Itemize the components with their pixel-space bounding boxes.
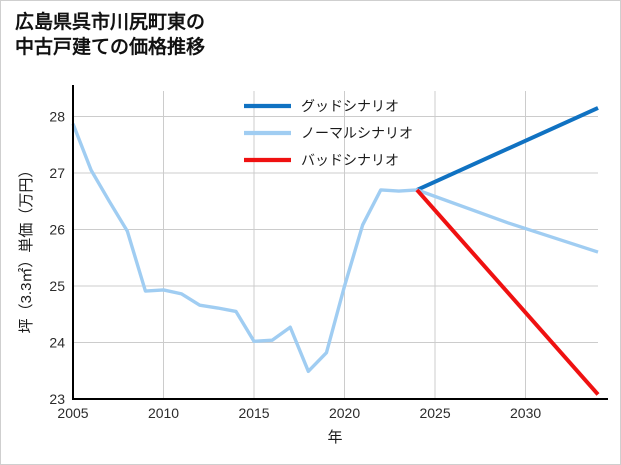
x-axis-title: 年 bbox=[327, 429, 342, 446]
x-tick-label: 2020 bbox=[329, 405, 360, 421]
x-tick-label: 2015 bbox=[238, 405, 269, 421]
y-tick-label: 23 bbox=[49, 391, 65, 407]
data-series-group bbox=[71, 106, 600, 396]
x-tick-label: 2030 bbox=[510, 405, 541, 421]
y-tick-label: 27 bbox=[49, 165, 65, 181]
series-line-バッドシナリオ bbox=[415, 188, 600, 396]
axes-group bbox=[71, 85, 608, 401]
legend-label: グッドシナリオ bbox=[301, 98, 399, 114]
series-line-グッドシナリオ bbox=[416, 106, 599, 192]
legend-label: バッドシナリオ bbox=[301, 152, 399, 168]
x-tick-labels: 2005 2010 2015 2020 2025 2030 bbox=[57, 405, 541, 421]
y-axis-title: 坪（3.3㎡）単価（万円） bbox=[18, 163, 35, 334]
y-tick-label: 28 bbox=[49, 108, 65, 124]
x-tick-label: 2010 bbox=[148, 405, 179, 421]
series-line-ノーマルシナリオ bbox=[71, 123, 599, 374]
x-tick-label: 2005 bbox=[57, 405, 88, 421]
legend-label: ノーマルシナリオ bbox=[301, 125, 413, 141]
y-tick-label: 26 bbox=[49, 221, 65, 237]
y-tick-labels: 23 24 25 26 27 28 bbox=[49, 108, 65, 407]
x-tick-label: 2025 bbox=[419, 405, 450, 421]
y-tick-label: 24 bbox=[49, 334, 65, 350]
y-tick-label: 25 bbox=[49, 278, 65, 294]
title-line-1: 広島県呉市川尻町東の bbox=[15, 12, 206, 33]
title-line-2: 中古戸建ての価格推移 bbox=[15, 36, 206, 58]
page-title: 広島県呉市川尻町東の 中古戸建ての価格推移 bbox=[15, 11, 205, 60]
